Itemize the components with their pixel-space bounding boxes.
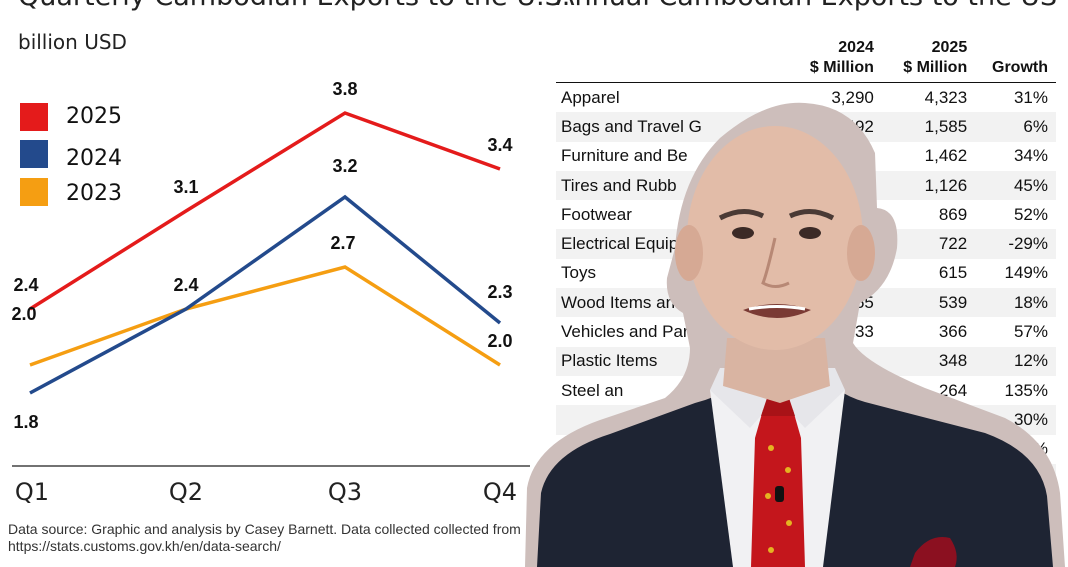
cell-2025: 1,462	[924, 146, 968, 166]
data-label-2023-q4: 2.0	[487, 331, 512, 351]
line-chart: 2.4 3.1 3.8 3.4 1.8 2.4 3.2 2.3 2.0 2.7 2.0 Q1 Q2 Q3…	[11, 79, 530, 506]
cell-category: Bags and Travel G	[561, 116, 702, 136]
series-line-2025	[29, 111, 501, 311]
x-tick-label-q4: Q4	[483, 478, 517, 506]
cell-2025: 264	[938, 380, 968, 400]
x-tick-label-q2: Q2	[169, 478, 203, 506]
cell-growth: -29%	[1008, 234, 1048, 254]
table-header-row: 2024 $ Million 2025 $ Million Growth	[556, 38, 1056, 83]
data-label-2023-q1: 2.0	[11, 304, 36, 324]
cell-2025: 348	[938, 351, 968, 371]
source-label: Data source:	[8, 521, 88, 537]
cell-2024: 3,290	[831, 87, 874, 107]
cell-growth: 57%	[1013, 322, 1048, 342]
unit-label: billion USD	[18, 30, 127, 54]
cell-category: Tires and Rubb	[561, 175, 677, 195]
header-category	[556, 38, 789, 83]
speaker-photo	[525, 102, 1065, 567]
header-2024: 2024 $ Million	[809, 39, 874, 76]
table-row: Apparel 3,290 4,323 31%	[556, 83, 1056, 113]
cell-growth: 34%	[1013, 146, 1048, 166]
cell-category: Apparel	[561, 87, 620, 107]
cell-category: Footwear	[561, 204, 632, 224]
cell-category: Toys	[561, 263, 596, 283]
header-growth: Growth	[992, 59, 1048, 76]
cell-growth: 6%	[1023, 116, 1048, 136]
cell-2025: 722	[938, 234, 968, 254]
source-url: https://stats.customs.gov.kh/en/data-sea…	[8, 538, 281, 554]
right-table-title: Annual Cambodian Exports to the US	[556, 0, 1057, 12]
source-text: Graphic and analysis by Casey Barnett. D…	[91, 521, 521, 537]
legend-swatch-2024	[20, 140, 48, 168]
legend-label-2023: 2023	[66, 181, 122, 206]
legend-label-2024: 2024	[66, 146, 122, 171]
legend-swatch-2023	[20, 178, 48, 206]
cell-growth: 149%	[1004, 263, 1048, 283]
cell-category: Plastic Items	[561, 351, 658, 371]
left-chart-title: Quarterly Cambodian Exports to the U.S.	[18, 0, 570, 12]
header-2025: 2025 $ Million	[903, 39, 968, 76]
cell-category: Vehicles and Par	[561, 322, 689, 342]
cell-growth: 52%	[1013, 204, 1048, 224]
data-label-2025-q4: 3.4	[487, 135, 512, 155]
data-label-2024-q2: 2.4	[173, 275, 198, 295]
cell-2025: 539	[938, 292, 968, 312]
cell-2025: 1,126	[924, 175, 968, 195]
table-row: Steel an 264 135%	[556, 376, 1056, 405]
cell-2025: 869	[938, 204, 968, 224]
cell-2025: 1,585	[924, 116, 968, 136]
x-tick-label-q3: Q3	[328, 478, 362, 506]
legend-label-2025: 2025	[66, 104, 122, 129]
cell-growth: 135%	[1004, 380, 1048, 400]
cell-category: Wood Items and	[561, 292, 685, 312]
cell-growth: 30%	[1013, 409, 1048, 429]
cell-growth: 45%	[1013, 175, 1048, 195]
cell-growth: 31%	[1013, 87, 1048, 107]
cell-2025: 615	[938, 263, 968, 283]
cell-category: Electrical Equip	[561, 234, 679, 254]
data-label-2024-q1: 1.8	[13, 412, 38, 432]
data-label-2024-q3: 3.2	[332, 156, 357, 176]
data-label-2023-q3: 2.7	[330, 233, 355, 253]
table-row: Footwear 869 52%	[556, 200, 1056, 229]
cell-category: Furniture and Be	[561, 146, 688, 166]
x-tick-label-q1: Q1	[15, 478, 49, 506]
series-line-2024	[29, 194, 502, 395]
cell-growth: 18%	[1013, 292, 1048, 312]
data-label-2025-q1: 2.4	[13, 275, 38, 295]
data-label-2025-q3: 3.8	[332, 79, 357, 99]
data-label-2025-q2: 3.1	[173, 177, 198, 197]
legend-swatch-2025	[20, 103, 48, 131]
cell-2025: 4,323	[924, 87, 968, 107]
cell-2025: 366	[938, 322, 968, 342]
data-source-note: Data source: Graphic and analysis by Cas…	[8, 521, 521, 555]
data-label-2024-q4: 2.3	[487, 282, 512, 302]
cell-category: Steel an	[561, 380, 624, 400]
series-line-2023	[29, 265, 501, 367]
cell-growth: 12%	[1013, 351, 1048, 371]
